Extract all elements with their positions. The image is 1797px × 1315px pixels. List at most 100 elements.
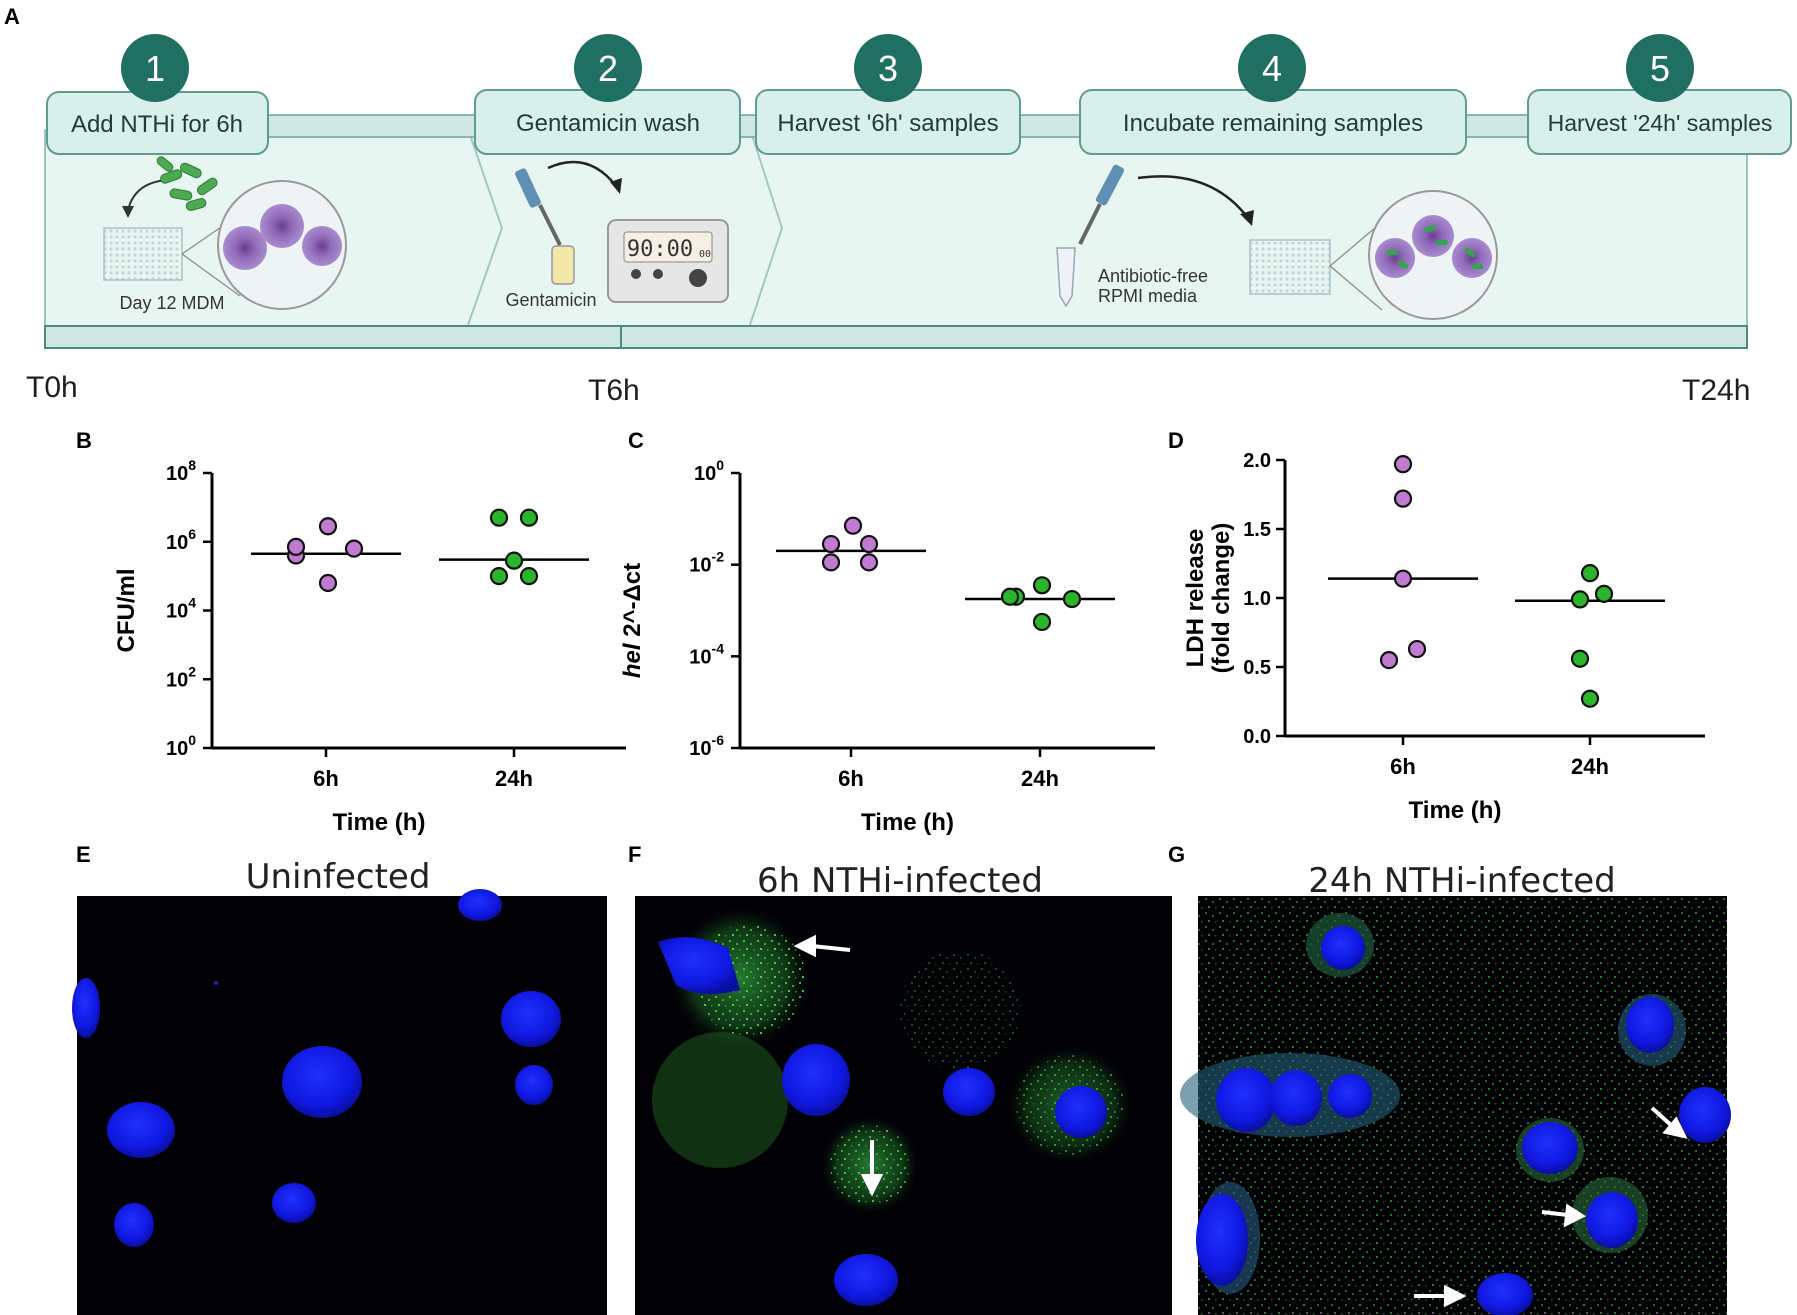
data-point bbox=[821, 553, 841, 572]
data-point bbox=[1000, 587, 1020, 606]
step-number: 1 bbox=[145, 48, 165, 89]
data-point bbox=[1407, 639, 1427, 659]
panel-letter-d: D bbox=[1168, 428, 1184, 453]
micrograph-title-6h: 6h NTHi-infected bbox=[757, 861, 1043, 901]
micrograph-title-uninfected: Uninfected bbox=[246, 857, 431, 897]
data-point bbox=[859, 553, 879, 572]
y-tick-label: 0.5 bbox=[1243, 657, 1271, 679]
arrow-icon bbox=[1541, 1203, 1587, 1228]
step-1: 1 Add NTHi for 6h bbox=[46, 34, 269, 155]
timeline-bar bbox=[44, 325, 1748, 349]
data-point bbox=[1062, 589, 1082, 609]
data-point bbox=[1032, 612, 1052, 632]
y-tick-label: 106 bbox=[166, 526, 196, 554]
y-axis-title-line2: (fold change) bbox=[1208, 523, 1235, 674]
illustration-step2: 90:00 00 Gentamicin bbox=[505, 160, 729, 310]
micrograph-uninfected bbox=[72, 889, 607, 1315]
data-point bbox=[504, 551, 524, 570]
x-tick-label: 6h bbox=[838, 766, 864, 791]
illustration-label-media-1: Antibiotic-free bbox=[1098, 266, 1208, 286]
x-axis-title: Time (h) bbox=[333, 809, 426, 836]
data-point bbox=[1594, 584, 1614, 603]
data-point bbox=[1580, 689, 1600, 708]
data-point bbox=[519, 508, 539, 527]
data-point bbox=[1379, 650, 1399, 670]
step-5: 5 Harvest '24h' samples bbox=[1527, 34, 1792, 155]
bacteria-icon bbox=[156, 156, 218, 211]
step-3: 3 Harvest '6h' samples bbox=[755, 34, 1021, 155]
illustration-step1: Day 12 MDM bbox=[103, 156, 347, 313]
illustration-label-media-2: RPMI media bbox=[1098, 286, 1198, 306]
x-tick-label: 24h bbox=[1021, 766, 1059, 791]
panel-letter-c: C bbox=[628, 428, 644, 453]
arrow-icon bbox=[860, 1140, 884, 1197]
panel-letter-e: E bbox=[76, 842, 91, 867]
y-axis-title: hel 2^-Δct bbox=[619, 563, 646, 678]
step-number: 3 bbox=[878, 48, 898, 89]
data-point bbox=[843, 516, 863, 535]
data-point bbox=[286, 537, 306, 557]
illustration-label-cells: Day 12 MDM bbox=[119, 293, 224, 313]
chart-d: 0.0 0.5 1.0 1.5 2.0 6h 24h Time (h) LDH release(… bbox=[1182, 450, 1705, 824]
y-tick-label: 2.0 bbox=[1243, 450, 1271, 472]
chart-b: 100 102 104 106 108 6h 24h Time (h) CFU/ml bbox=[113, 457, 626, 836]
data-point bbox=[318, 573, 338, 593]
timer-readout: 90:00 bbox=[627, 237, 693, 262]
timer-readout-small: 00 bbox=[699, 249, 711, 260]
chevron-divider bbox=[749, 134, 784, 326]
timeline-mid: T6h bbox=[588, 374, 640, 407]
well-plate-icon bbox=[1249, 239, 1331, 295]
data-point bbox=[519, 567, 539, 586]
step-number: 5 bbox=[1650, 48, 1670, 89]
timeline-start: T0h bbox=[26, 371, 78, 404]
micrograph-6h-infected bbox=[635, 896, 1172, 1315]
pipette-icon bbox=[1078, 164, 1125, 245]
x-axis-title: Time (h) bbox=[1409, 797, 1502, 824]
y-tick-label: 1.5 bbox=[1243, 519, 1271, 541]
panel-letter-g: G bbox=[1168, 842, 1185, 867]
chevron-divider bbox=[467, 134, 504, 326]
data-point bbox=[859, 534, 879, 554]
well-plate-icon bbox=[103, 227, 183, 281]
data-point bbox=[318, 517, 338, 536]
micrograph-title-24h: 24h NTHi-infected bbox=[1308, 861, 1616, 901]
y-tick-label: 1.0 bbox=[1243, 588, 1271, 610]
y-tick-label: 102 bbox=[166, 663, 196, 691]
arrow-icon bbox=[793, 934, 851, 958]
data-point bbox=[489, 567, 509, 586]
y-tick-label: 108 bbox=[166, 457, 196, 485]
panel-letter-a: A bbox=[4, 4, 20, 29]
illustration-step4: Antibiotic-free RPMI media bbox=[1056, 164, 1498, 320]
x-axis-title: Time (h) bbox=[861, 809, 954, 836]
y-tick-label: 0.0 bbox=[1243, 726, 1271, 748]
x-tick-label: 6h bbox=[1390, 754, 1416, 779]
step-label: Harvest '6h' samples bbox=[777, 110, 998, 137]
panel-letter-b: B bbox=[76, 428, 92, 453]
data-point bbox=[1032, 576, 1052, 595]
data-point bbox=[1570, 590, 1590, 609]
data-point bbox=[1393, 569, 1413, 588]
tube-icon bbox=[1056, 247, 1076, 308]
x-tick-label: 6h bbox=[313, 766, 339, 791]
data-point bbox=[821, 534, 841, 554]
x-tick-label: 24h bbox=[1571, 754, 1609, 779]
step-4: 4 Incubate remaining samples bbox=[1079, 34, 1467, 155]
pipette-icon bbox=[515, 168, 562, 246]
vial-icon bbox=[551, 245, 575, 285]
timeline-end: T24h bbox=[1682, 374, 1750, 407]
y-axis-title-line1: LDH release bbox=[1182, 529, 1209, 668]
step-number: 4 bbox=[1262, 48, 1282, 89]
step-label: Incubate remaining samples bbox=[1123, 110, 1423, 137]
micrograph-24h-infected bbox=[1180, 896, 1731, 1315]
arrow-icon bbox=[1414, 1284, 1467, 1308]
arrow-icon bbox=[1137, 175, 1249, 219]
y-tick-label: 10-4 bbox=[689, 640, 724, 668]
step-number: 2 bbox=[598, 48, 618, 89]
y-tick-label: 104 bbox=[166, 595, 196, 623]
arrow-icon bbox=[1650, 1106, 1688, 1139]
panel-letter-f: F bbox=[628, 842, 641, 867]
step-label: Harvest '24h' samples bbox=[1548, 110, 1773, 136]
y-tick-label: 10-2 bbox=[689, 549, 724, 577]
y-axis-title: CFU/ml bbox=[113, 569, 140, 653]
